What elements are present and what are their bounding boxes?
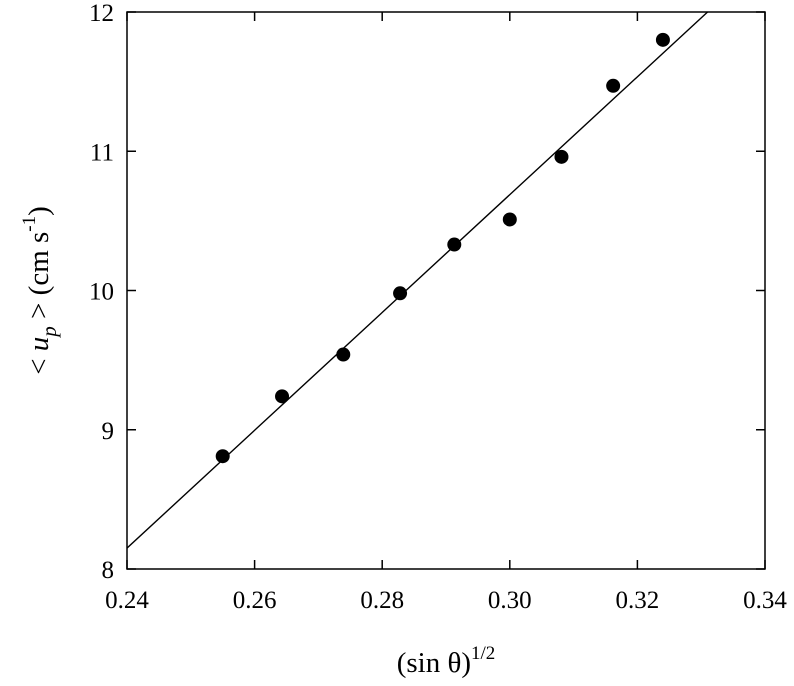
fit-line-layer xyxy=(126,11,709,549)
x-tick-label: 0.24 xyxy=(105,587,149,614)
x-tick-label: 0.26 xyxy=(233,587,277,614)
y-axis-label-subscript: p xyxy=(37,326,61,339)
x-tick-label: 0.34 xyxy=(743,587,787,614)
x-tick-label: 0.28 xyxy=(360,587,404,614)
x-axis-label-main: (sin θ) xyxy=(397,647,471,679)
y-axis-label-superscript: -1 xyxy=(19,216,40,232)
data-point xyxy=(606,78,621,93)
y-tick-label: 9 xyxy=(102,418,115,445)
x-axis-label: (sin θ)1/2 xyxy=(397,643,496,679)
x-tick-label: 0.30 xyxy=(488,587,532,614)
y-tick-label: 10 xyxy=(89,279,114,306)
data-point xyxy=(447,237,462,252)
y-axis-label-variable: u xyxy=(23,337,55,352)
plot-frame xyxy=(126,11,766,570)
data-point xyxy=(215,449,230,464)
y-tick-label: 11 xyxy=(90,139,114,166)
y-axis-label-prefix: < xyxy=(23,351,55,375)
x-axis-label-superscript: 1/2 xyxy=(471,643,495,664)
data-point xyxy=(502,212,517,227)
x-tick-label: 0.32 xyxy=(616,587,660,614)
tick-labels-layer: 0.24 0.26 0.28 0.30 0.32 0.34 8 9 10 11 12 xyxy=(89,0,787,614)
data-point xyxy=(336,347,351,362)
data-points-layer xyxy=(215,32,670,464)
y-axis-label: < up > (cm s-1) xyxy=(19,206,61,375)
data-point xyxy=(554,149,569,164)
y-tick-label: 12 xyxy=(89,0,114,27)
y-axis-label-closing: ) xyxy=(23,206,55,216)
data-point xyxy=(393,286,408,301)
ticks-layer xyxy=(126,11,766,570)
fit-line xyxy=(126,11,709,549)
data-point xyxy=(655,32,670,47)
y-axis-label-suffix: > (cm s xyxy=(23,232,55,326)
data-point xyxy=(275,389,290,404)
y-tick-label: 8 xyxy=(102,557,115,584)
